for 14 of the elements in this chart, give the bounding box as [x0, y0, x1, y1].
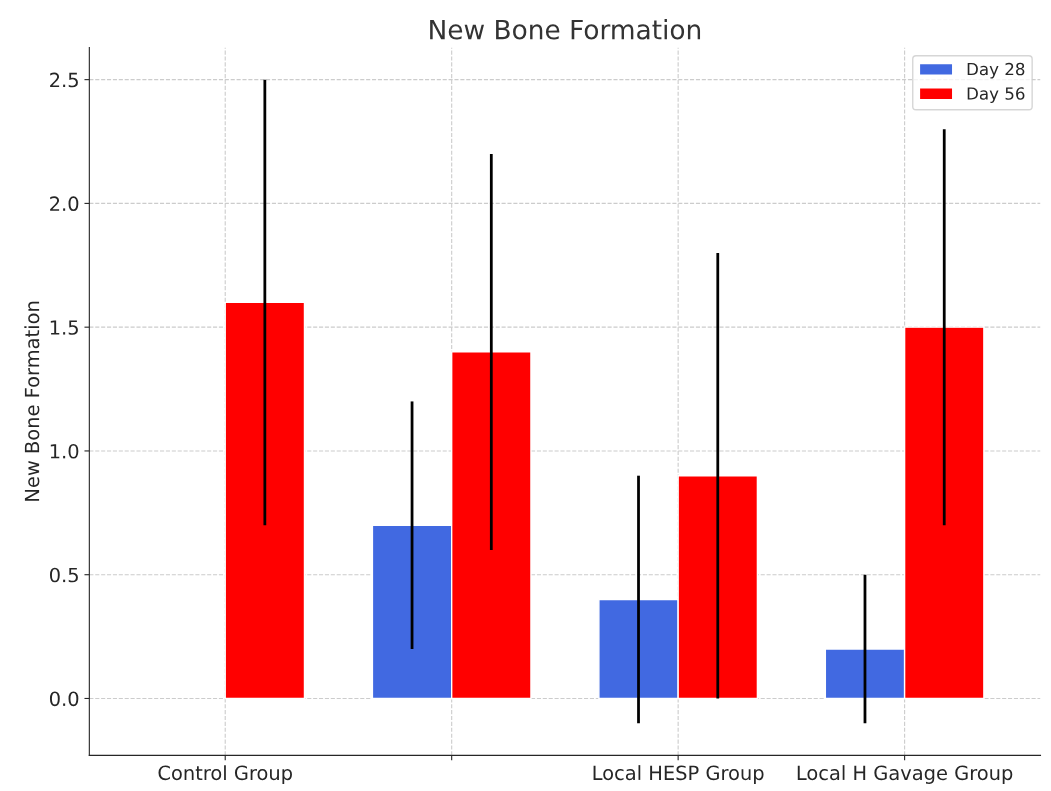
- x-tick-label: Local HESP Group: [593, 765, 764, 784]
- y-tick-label: 0.0: [49, 691, 79, 707]
- y-axis-title: New Bone Formation: [24, 301, 40, 501]
- legend-label: Day 56: [967, 87, 1025, 104]
- y-tick-label: 2.5: [50, 72, 78, 88]
- y-tick-label: 1.0: [50, 443, 79, 459]
- chart-title: New Bone Formation: [430, 19, 701, 40]
- y-tick-label: 0.5: [49, 567, 78, 583]
- x-tick-label: Control Group: [158, 765, 292, 784]
- bar: [224, 301, 306, 700]
- legend-label: Day 28: [967, 62, 1025, 79]
- y-tick-label: 1.5: [50, 320, 78, 335]
- x-tick-label: Local H Gavage Group: [797, 765, 1013, 784]
- y-tick-label: 2.0: [50, 196, 79, 212]
